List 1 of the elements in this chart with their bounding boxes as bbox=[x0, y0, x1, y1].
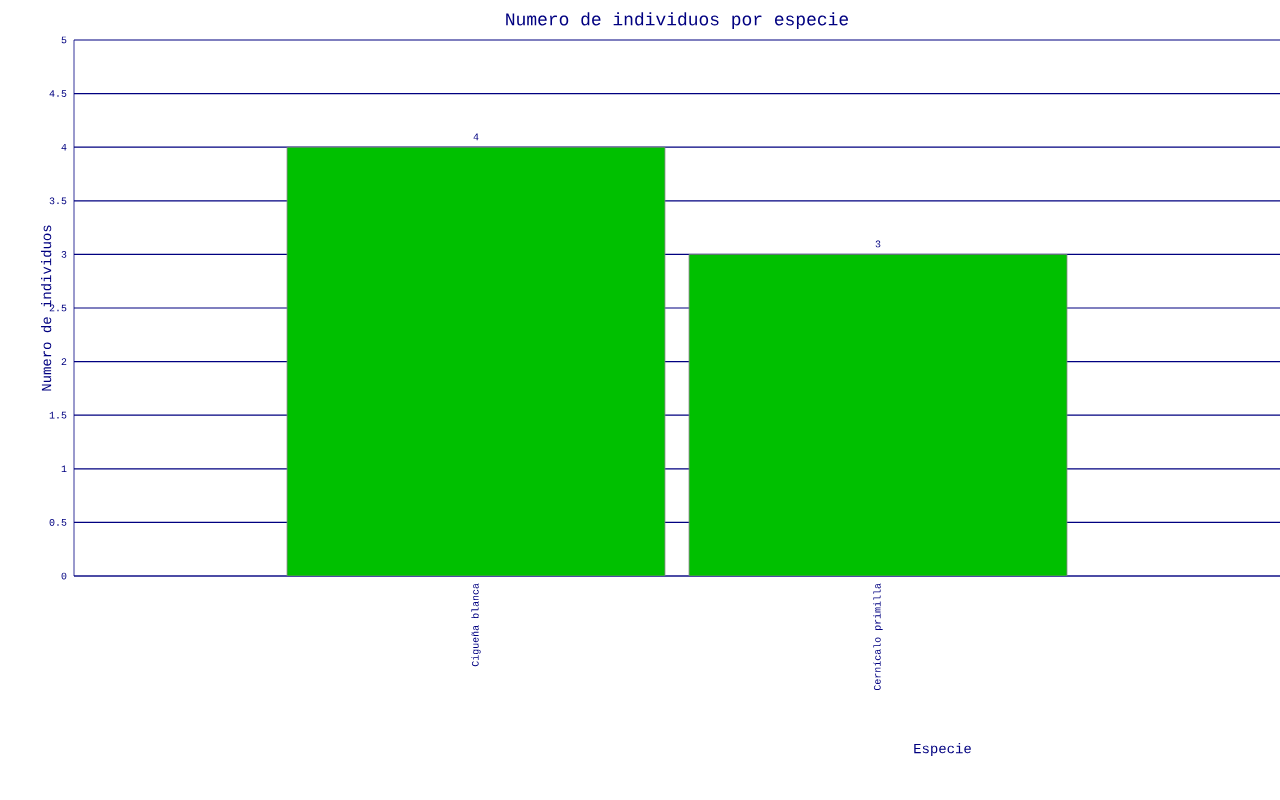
chart-title: Numero de individuos por especie bbox=[506, 12, 848, 29]
